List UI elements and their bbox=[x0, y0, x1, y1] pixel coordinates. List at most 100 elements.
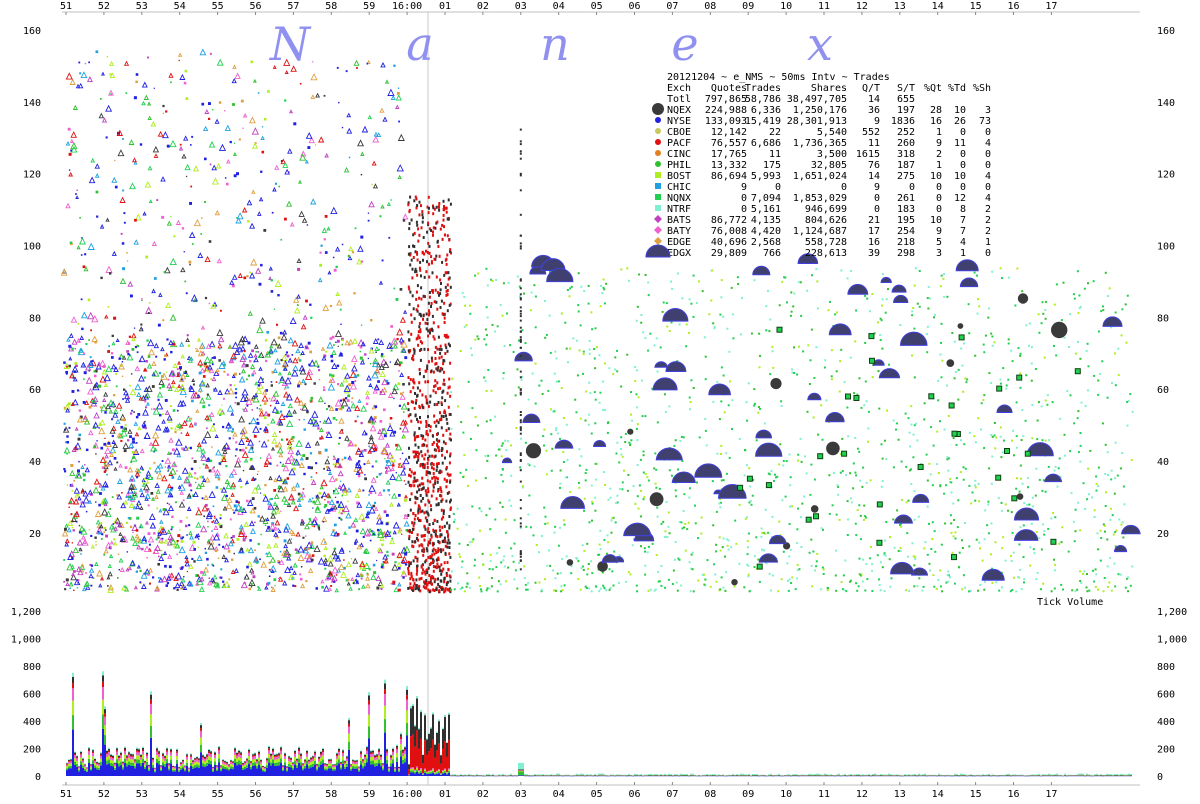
quote-point bbox=[340, 324, 341, 325]
trade-point bbox=[645, 473, 647, 475]
quote-point bbox=[429, 555, 431, 558]
trade-point bbox=[1126, 342, 1128, 344]
quote-point bbox=[177, 534, 180, 537]
trade-point bbox=[774, 474, 776, 476]
trade-point bbox=[974, 480, 976, 482]
trade-point bbox=[450, 391, 452, 393]
quote-point bbox=[423, 486, 425, 489]
quote-point bbox=[436, 221, 438, 224]
quote-point bbox=[249, 360, 252, 363]
trade-point bbox=[743, 586, 745, 588]
trade-point bbox=[723, 538, 725, 540]
quote-point bbox=[304, 403, 306, 405]
trade-point bbox=[453, 513, 455, 515]
trade-point bbox=[865, 381, 867, 383]
quote-point bbox=[280, 411, 282, 413]
quote-point bbox=[156, 508, 158, 510]
quote-point bbox=[85, 63, 86, 64]
trade-point bbox=[968, 485, 970, 487]
quote-point bbox=[169, 565, 172, 568]
quote-point bbox=[343, 491, 345, 493]
trade-point bbox=[943, 273, 945, 275]
trade-point bbox=[659, 488, 661, 490]
quote-point bbox=[388, 237, 390, 239]
trade-point bbox=[1075, 509, 1077, 511]
trade-point bbox=[963, 466, 965, 468]
quote-point bbox=[444, 540, 446, 543]
quote-point bbox=[416, 497, 418, 500]
trade-point bbox=[1073, 521, 1075, 523]
trade-point bbox=[1011, 560, 1013, 562]
quote-point bbox=[162, 538, 164, 540]
trade-point bbox=[779, 304, 781, 306]
quote-point bbox=[415, 451, 417, 454]
quote-point bbox=[186, 534, 188, 536]
trade-point bbox=[547, 390, 549, 392]
quote-point bbox=[329, 374, 332, 377]
quote-point bbox=[426, 365, 428, 368]
quote-point bbox=[170, 82, 172, 84]
quote-point bbox=[284, 389, 285, 390]
quote-point bbox=[125, 424, 127, 426]
quote-point bbox=[438, 202, 440, 205]
trade-point bbox=[514, 543, 516, 545]
quote-point bbox=[416, 204, 418, 207]
trade-point bbox=[747, 546, 749, 548]
quote-point bbox=[390, 361, 391, 362]
quote-point bbox=[144, 400, 146, 402]
trade-point bbox=[926, 351, 928, 353]
trade-point bbox=[640, 545, 642, 547]
trade-point bbox=[907, 556, 909, 558]
quote-point bbox=[77, 190, 78, 191]
quote-point bbox=[432, 271, 434, 274]
quote-point bbox=[441, 426, 443, 429]
trade-point bbox=[618, 582, 620, 584]
quote-point bbox=[312, 61, 313, 62]
trade-point bbox=[571, 286, 573, 288]
quote-point bbox=[446, 522, 448, 525]
trade-point bbox=[1104, 525, 1106, 527]
trade-point bbox=[761, 549, 763, 551]
trade-point bbox=[595, 463, 597, 465]
trade-point bbox=[849, 472, 851, 474]
quote-point bbox=[440, 418, 442, 421]
quote-point bbox=[343, 559, 345, 561]
trade-point bbox=[1025, 420, 1027, 422]
trade-point bbox=[927, 554, 929, 556]
trade-point bbox=[1013, 552, 1015, 554]
quote-point bbox=[67, 441, 70, 444]
quote-point bbox=[409, 222, 411, 225]
quote-point bbox=[146, 573, 148, 575]
quote-point bbox=[415, 402, 417, 405]
trade-point bbox=[807, 344, 809, 346]
quote-point bbox=[231, 537, 233, 539]
quote-point bbox=[426, 444, 428, 447]
quote-point bbox=[192, 243, 194, 245]
quote-point bbox=[441, 224, 443, 227]
quote-point bbox=[445, 485, 447, 488]
trade-point bbox=[992, 582, 994, 584]
quote-point bbox=[357, 374, 359, 376]
quote-point bbox=[415, 455, 417, 458]
quote-point bbox=[420, 298, 422, 301]
trade-point bbox=[898, 439, 900, 441]
trade-point bbox=[572, 337, 574, 339]
trade-point bbox=[1001, 502, 1003, 504]
quote-point bbox=[248, 375, 250, 377]
quote-point bbox=[173, 235, 175, 237]
watermark-letter: n bbox=[540, 17, 570, 71]
quote-point bbox=[426, 231, 428, 234]
trade-point bbox=[932, 574, 934, 576]
trade-point bbox=[602, 381, 604, 383]
trade-point bbox=[1104, 473, 1106, 475]
quote-point bbox=[128, 342, 130, 344]
quote-point bbox=[229, 347, 231, 349]
trade-point bbox=[995, 541, 997, 543]
trade-point bbox=[885, 555, 887, 557]
trade-point bbox=[721, 576, 723, 578]
quote-point bbox=[169, 504, 171, 506]
trade-point bbox=[1105, 491, 1107, 493]
quote-point bbox=[398, 370, 399, 371]
quote-point bbox=[82, 473, 84, 475]
trade-point bbox=[1088, 493, 1090, 495]
